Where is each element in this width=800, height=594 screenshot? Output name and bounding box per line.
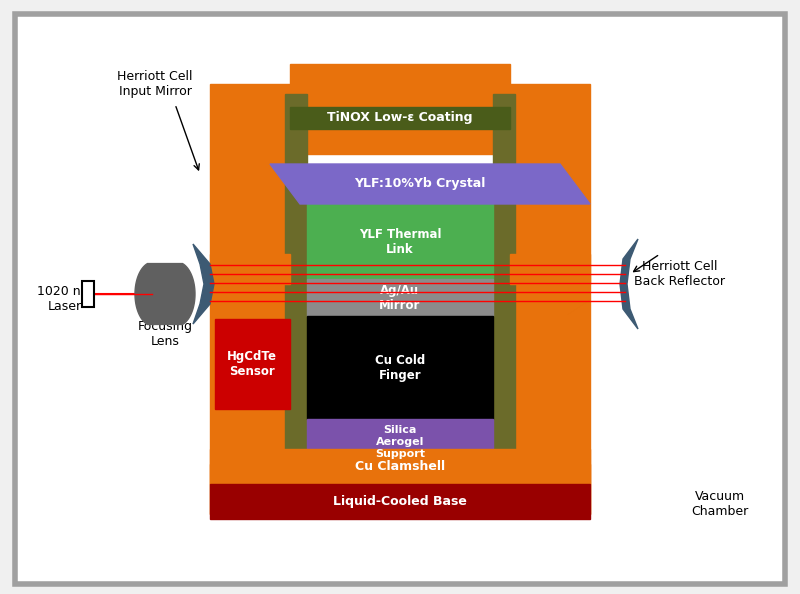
Text: Cu Cold
Finger: Cu Cold Finger — [375, 354, 425, 382]
Polygon shape — [620, 239, 638, 329]
Text: Silica
Aerogel
Support: Silica Aerogel Support — [375, 425, 425, 459]
Text: Liquid-Cooled Base: Liquid-Cooled Base — [333, 495, 467, 508]
Text: Focusing
Lens: Focusing Lens — [138, 320, 193, 348]
Bar — [82, 281, 94, 307]
Bar — [307, 419, 493, 464]
FancyBboxPatch shape — [15, 14, 785, 584]
Text: YLF Thermal
Link: YLF Thermal Link — [358, 228, 442, 256]
Bar — [510, 254, 590, 284]
Bar — [510, 94, 550, 294]
Text: Herriott Cell
Back Reflector: Herriott Cell Back Reflector — [634, 260, 726, 288]
Text: YLF:10%Yb Crystal: YLF:10%Yb Crystal — [354, 178, 486, 191]
Bar — [493, 94, 515, 454]
Text: 1020 nm
Laser: 1020 nm Laser — [37, 285, 93, 313]
Bar — [210, 84, 290, 514]
Text: Cu Clamshell: Cu Clamshell — [355, 460, 445, 472]
Bar — [510, 84, 590, 514]
Bar — [307, 279, 493, 316]
Polygon shape — [193, 244, 214, 324]
Bar — [210, 254, 290, 284]
Text: HgCdTe
Sensor: HgCdTe Sensor — [227, 350, 277, 378]
Text: Ag/Au
Mirror: Ag/Au Mirror — [379, 284, 421, 312]
Bar — [290, 107, 510, 129]
Text: Herriott Cell
Input Mirror: Herriott Cell Input Mirror — [118, 70, 193, 98]
Bar — [250, 94, 290, 294]
Polygon shape — [270, 164, 590, 204]
Bar — [210, 464, 590, 514]
Bar — [290, 64, 510, 154]
Bar — [210, 484, 590, 519]
Bar — [307, 204, 493, 279]
Text: TiNOX Low-ε Coating: TiNOX Low-ε Coating — [327, 112, 473, 125]
Bar — [215, 319, 290, 409]
Text: Vacuum
Chamber: Vacuum Chamber — [691, 490, 749, 518]
Bar — [210, 449, 590, 484]
Polygon shape — [135, 264, 195, 324]
Bar — [285, 94, 307, 454]
Bar — [307, 316, 493, 419]
